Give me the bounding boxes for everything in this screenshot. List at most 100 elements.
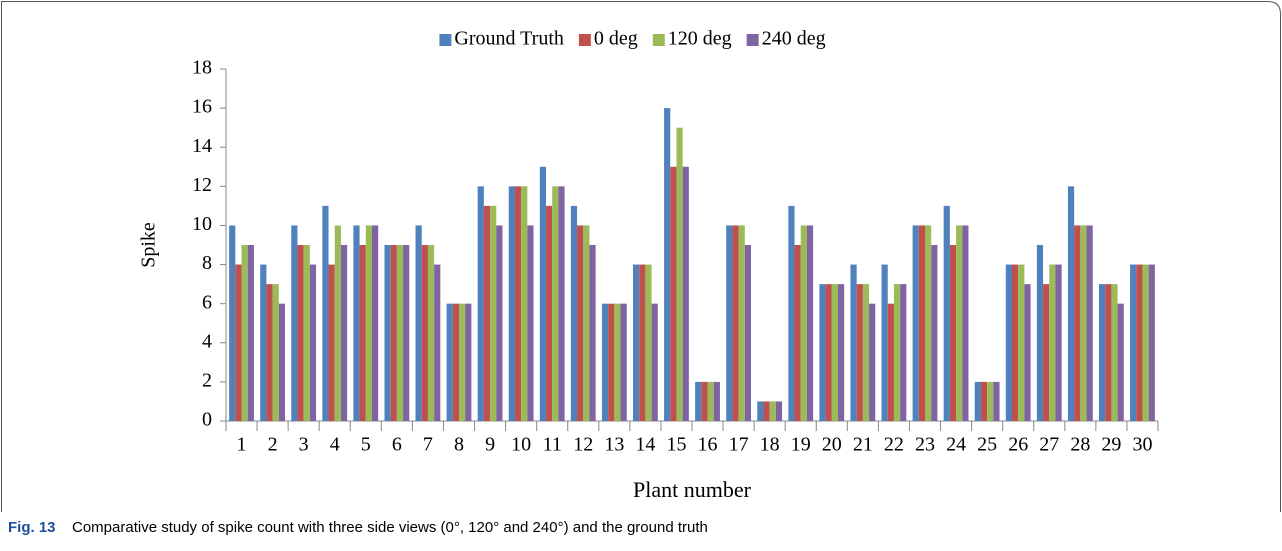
bar [235, 264, 242, 421]
bar [788, 205, 795, 421]
x-tick-label: 11 [543, 434, 562, 456]
bar [993, 381, 1000, 421]
bar [415, 225, 422, 421]
bar [291, 225, 298, 421]
y-tick-label: 0 [202, 409, 212, 431]
x-tick-label: 26 [1008, 434, 1028, 456]
x-tick-label: 29 [1101, 434, 1121, 456]
bar [434, 264, 441, 421]
bar [1086, 225, 1093, 421]
bar [446, 303, 453, 421]
bar [819, 284, 826, 421]
bar [887, 303, 894, 421]
y-tick-label: 6 [202, 291, 212, 313]
bar [508, 186, 515, 421]
bar [794, 245, 801, 421]
bar [757, 401, 764, 421]
bar [1024, 284, 1031, 421]
legend-swatch [652, 34, 665, 46]
bar [372, 225, 379, 421]
x-tick-label: 27 [1039, 434, 1059, 456]
bar [825, 284, 832, 421]
bar [900, 284, 907, 421]
bar [546, 205, 553, 421]
bar [1111, 284, 1118, 421]
bar [620, 303, 627, 421]
bar [763, 401, 770, 421]
bar [633, 264, 640, 421]
bar [608, 303, 615, 421]
x-tick-label: 24 [946, 434, 966, 456]
bar [931, 245, 938, 421]
bar [452, 303, 459, 421]
x-tick-label: 8 [454, 434, 464, 456]
bar [558, 186, 565, 421]
y-tick-label: 4 [202, 330, 212, 352]
bar [328, 264, 335, 421]
bar [744, 245, 751, 421]
x-tick-label: 3 [299, 434, 309, 456]
legend-swatch [439, 34, 452, 46]
bar [1105, 284, 1112, 421]
bar [1055, 264, 1062, 421]
bar [527, 225, 534, 421]
bar [732, 225, 739, 421]
bar [925, 225, 932, 421]
bar [1005, 264, 1012, 421]
x-tick-label: 13 [604, 434, 624, 456]
x-tick-label: 22 [884, 434, 904, 456]
bar [1136, 264, 1143, 421]
bar [1148, 264, 1155, 421]
legend-swatch [578, 34, 591, 46]
x-tick-label: 16 [698, 434, 718, 456]
bar [260, 264, 267, 421]
caption: Comparative study of spike count with th… [72, 519, 708, 536]
x-tick-label: 1 [237, 434, 247, 456]
x-tick-label: 2 [268, 434, 278, 456]
x-tick-label: 7 [423, 434, 433, 456]
x-tick-label: 30 [1132, 434, 1152, 456]
bar [384, 245, 391, 421]
bar [353, 225, 360, 421]
bar [266, 284, 273, 421]
bar [726, 225, 733, 421]
legend-label: 0 deg [594, 28, 638, 50]
bar [241, 245, 248, 421]
bar [1067, 186, 1075, 421]
legend-label: 240 deg [762, 28, 826, 50]
bar [247, 245, 254, 421]
x-tick-label: 23 [915, 434, 935, 456]
bar [427, 245, 435, 421]
bar [577, 225, 584, 421]
bar [477, 186, 484, 421]
y-axis-label: Spike [138, 222, 160, 268]
bar [309, 264, 317, 421]
bar [806, 225, 814, 421]
x-tick-label: 14 [635, 434, 655, 456]
bar [943, 205, 950, 421]
legend-label: 120 deg [668, 28, 732, 50]
caption-label: Fig. 13 [8, 519, 56, 536]
x-tick-label: 6 [392, 434, 402, 456]
legend-label: Ground Truth [454, 28, 563, 50]
bar [1080, 225, 1087, 421]
bar [340, 245, 348, 421]
bar [962, 225, 969, 421]
bar [496, 225, 503, 421]
figure-frame [1, 1, 1281, 512]
y-tick-label: 16 [192, 96, 212, 118]
bar [483, 205, 491, 421]
bar [949, 245, 957, 421]
x-tick-label: 15 [666, 434, 686, 456]
bar [881, 264, 888, 421]
bar [980, 381, 988, 421]
bar [769, 401, 776, 421]
x-tick-label: 18 [760, 434, 780, 456]
bar [297, 245, 304, 421]
bar [738, 225, 745, 421]
legend-swatch [746, 34, 759, 46]
bar [514, 186, 522, 421]
x-tick-label: 28 [1070, 434, 1090, 456]
bar [639, 264, 646, 421]
bar [396, 245, 404, 421]
